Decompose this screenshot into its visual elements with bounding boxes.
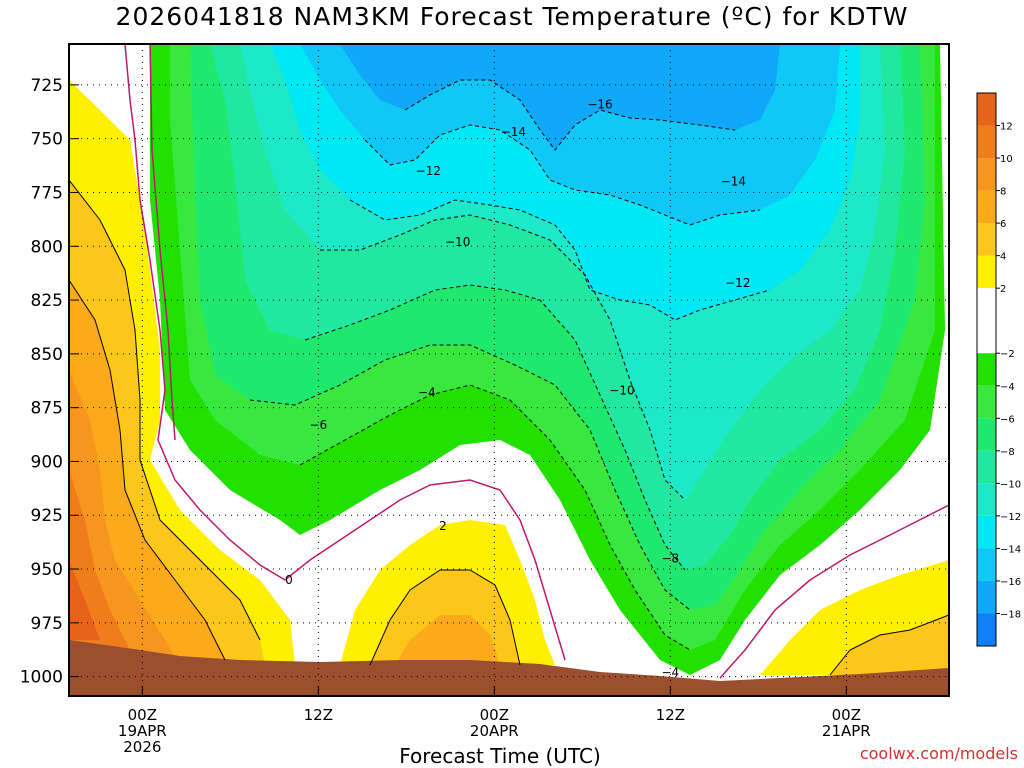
ground-surface	[69, 640, 949, 696]
colorbar-tick-label: −6	[1000, 414, 1015, 425]
warm-right-gold	[830, 615, 949, 675]
warm-left-deep	[69, 560, 100, 640]
colorbar-tick-label: 10	[1000, 154, 1013, 165]
colorbar-band	[977, 158, 996, 191]
y-tick-label: 850	[31, 345, 63, 365]
y-tick-label: 775	[31, 183, 63, 203]
contour-label: −14	[721, 175, 746, 189]
band-minus16-to-minus18	[340, 44, 780, 150]
colorbar-band	[977, 580, 996, 614]
x-tick-label: 21APR	[822, 722, 871, 740]
x-tick-label: 20APR	[470, 722, 519, 740]
zero-isotherm	[124, 44, 566, 661]
colorbar-tick-label: 4	[1000, 252, 1006, 263]
x-tick-label: 00Z	[832, 706, 861, 724]
zero-isotherm-right	[719, 504, 949, 679]
contour-value-labels: −16 −14 −14 −12 −12 −10 −10 −8 −6 −4 −4 0 2	[285, 97, 750, 679]
colorbar-tick-label: −12	[1000, 512, 1021, 523]
colorbar-band	[977, 353, 996, 386]
y-tick-label: 925	[31, 506, 63, 526]
y-tick-label: 900	[31, 452, 63, 472]
y-tick-label: 825	[31, 291, 63, 311]
y-tick-label: 975	[31, 614, 63, 634]
colorbar-band	[977, 223, 996, 256]
x-tick-label: 12Z	[656, 706, 685, 724]
chart-title: 2026041818 NAM3KM Forecast Temperature (…	[115, 2, 909, 31]
colorbar-frame	[976, 92, 997, 647]
colorbar-band	[977, 548, 996, 581]
contour-lines	[69, 44, 949, 679]
contour-label: −12	[725, 276, 750, 290]
colorbar-band	[977, 125, 996, 159]
x-tick-label: 2026	[123, 738, 161, 756]
plot-frame	[68, 43, 950, 697]
x-tick-label: 00Z	[480, 706, 509, 724]
colorbar-band	[977, 255, 996, 289]
grid	[69, 44, 949, 696]
colorbar-band	[977, 385, 996, 419]
contour-label: −10	[609, 383, 634, 397]
colorbar-tick-label: −2	[1000, 349, 1015, 360]
temperature-field	[69, 44, 949, 696]
colorbar-band	[977, 418, 996, 451]
colorbar-tick-label: −8	[1000, 447, 1015, 458]
contour-label: −16	[587, 97, 612, 111]
colorbar-band	[977, 515, 996, 549]
x-tick-label: 12Z	[304, 706, 333, 724]
y-axis: 725 750 775 800 825 850 875 900 925 950 975 1000	[20, 76, 79, 688]
colorbar-band	[977, 613, 996, 646]
colorbar-tick-label: −4	[1000, 382, 1015, 393]
contour-label: −8	[661, 551, 679, 565]
contour-label: −4	[418, 386, 436, 400]
contour-label: −4	[661, 665, 679, 679]
contour-label: −14	[501, 125, 526, 139]
colorbar: 12 10 8 6 4 2 −2 −4 −6 −8 −10 −12 −14 −16 −18	[976, 92, 1021, 647]
x-axis-label: Forecast Time (UTC)	[399, 744, 601, 768]
y-tick-label: 725	[31, 76, 63, 96]
colorbar-tick-label: 2	[1000, 284, 1006, 295]
contour-label: 0	[285, 573, 293, 587]
colorbar-tick-label: −18	[1000, 609, 1021, 620]
colorbar-tick-label: −10	[1000, 479, 1021, 490]
y-tick-label: 950	[31, 560, 63, 580]
contour-label: −10	[445, 235, 470, 249]
colorbar-band	[977, 450, 996, 484]
x-tick-label: 19APR	[118, 722, 167, 740]
y-tick-label: 750	[31, 130, 63, 150]
y-tick-label: 1000	[20, 668, 63, 688]
contour-label: 2	[439, 519, 447, 533]
colorbar-band	[977, 93, 996, 126]
colorbar-tick-label: 12	[1000, 122, 1013, 133]
contour-label: −6	[309, 418, 327, 432]
contour-label: −12	[416, 164, 441, 178]
credit-link[interactable]: coolwx.com/models	[859, 744, 1018, 763]
y-tick-label: 800	[31, 237, 63, 257]
warm-mid-orange	[395, 615, 500, 665]
y-tick-label: 875	[31, 399, 63, 419]
minus2-isotherm-left	[149, 44, 176, 441]
colorbar-tick-label: 8	[1000, 187, 1006, 198]
x-tick-label: 00Z	[128, 706, 157, 724]
colorbar-tick-label: 6	[1000, 219, 1006, 230]
colorbar-tick-label: −16	[1000, 577, 1021, 588]
colorbar-band	[977, 483, 996, 516]
colorbar-tick-label: −14	[1000, 544, 1021, 555]
colorbar-band	[977, 190, 996, 224]
colorbar-band	[977, 288, 996, 354]
